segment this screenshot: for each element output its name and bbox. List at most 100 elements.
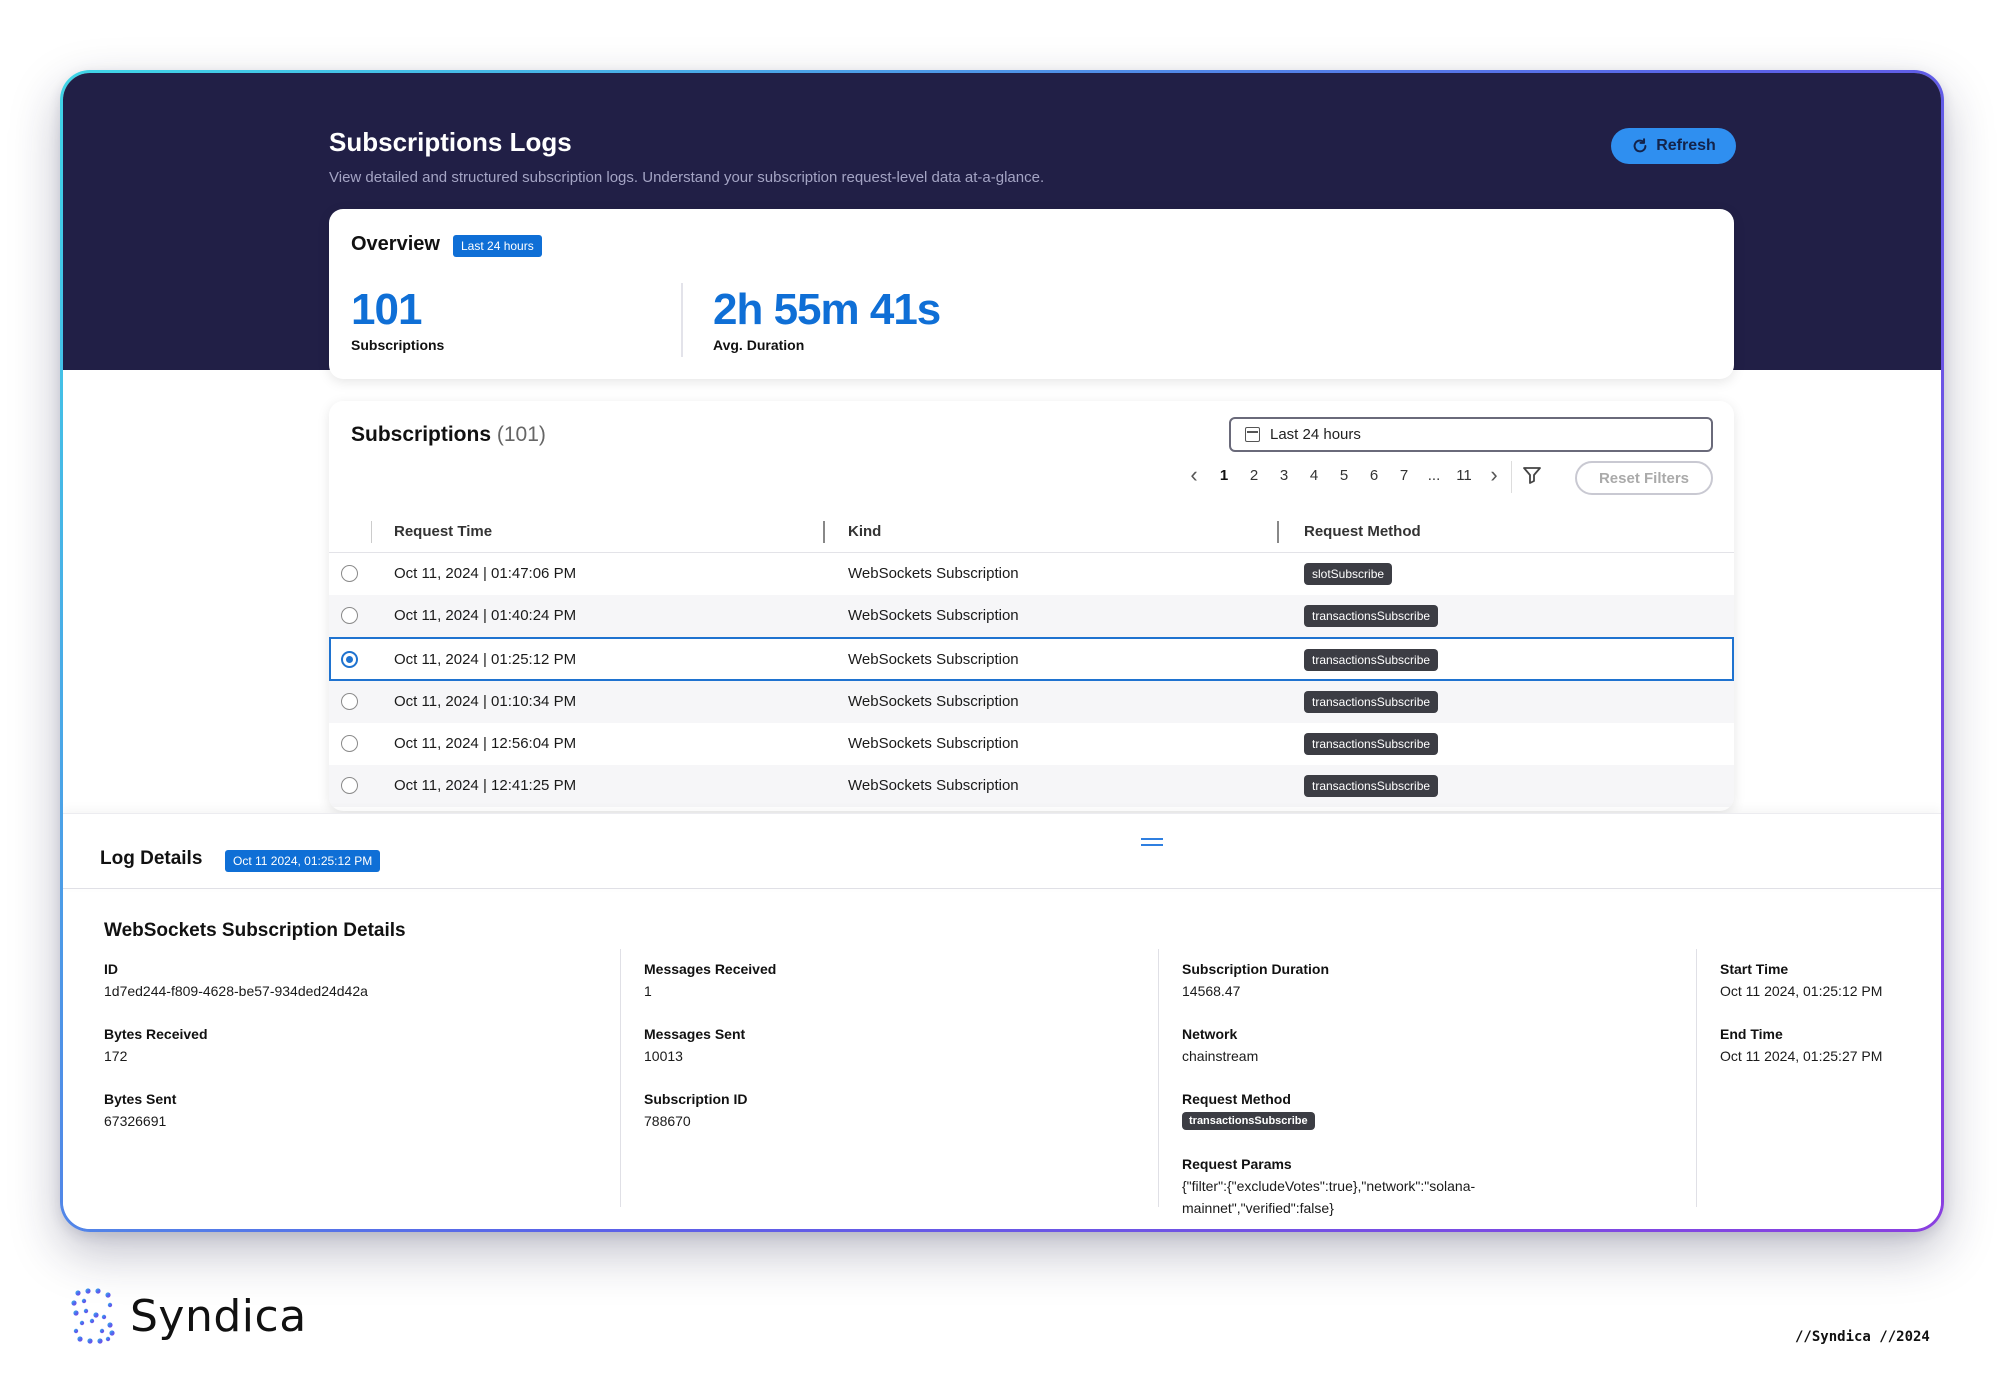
range-badge: Last 24 hours: [453, 235, 542, 257]
subscriptions-metric-value: 101: [351, 285, 422, 334]
chevron-right-icon[interactable]: ›: [1490, 462, 1498, 487]
page-11[interactable]: 11: [1456, 466, 1472, 484]
row-request-time: Oct 11, 2024 | 01:47:06 PM: [394, 565, 577, 582]
network-value: chainstream: [1182, 1048, 1259, 1064]
table-row[interactable]: Oct 11, 2024 | 01:40:24 PM WebSockets Su…: [329, 595, 1734, 637]
messages-received-label: Messages Received: [644, 961, 777, 977]
row-request-time: Oct 11, 2024 | 01:10:34 PM: [394, 693, 577, 710]
row-kind: WebSockets Subscription: [848, 565, 1019, 582]
reset-filters-button[interactable]: Reset Filters: [1575, 461, 1713, 495]
page-4[interactable]: 4: [1309, 466, 1319, 484]
refresh-icon: [1633, 138, 1647, 153]
row-radio[interactable]: [341, 693, 358, 710]
log-details-header: Log Details Oct 11 2024, 01:25:12 PM: [63, 813, 1941, 889]
page-3[interactable]: 3: [1279, 466, 1289, 484]
row-radio[interactable]: [341, 777, 358, 794]
pagination: ‹ 1 2 3 4 5 6 7 ... 11 ›: [1179, 461, 1509, 489]
table-row[interactable]: Oct 11, 2024 | 01:47:06 PM WebSockets Su…: [329, 553, 1734, 595]
syndica-logo: Syndica: [70, 1287, 307, 1345]
filter-icon[interactable]: [1521, 464, 1543, 486]
logo-text: Syndica: [130, 1290, 307, 1342]
row-request-time: Oct 11, 2024 | 01:40:24 PM: [394, 607, 577, 624]
request-params-line-1: {"filter":{"excludeVotes":true},"network…: [1182, 1178, 1476, 1194]
bytes-received-label: Bytes Received: [104, 1026, 208, 1042]
start-time-label: Start Time: [1720, 961, 1789, 977]
duration-metric-label: Avg. Duration: [713, 337, 805, 353]
details-column-separator: [1696, 949, 1697, 1207]
details-section-title: WebSockets Subscription Details: [104, 920, 406, 941]
page-7[interactable]: 7: [1399, 466, 1409, 484]
row-kind: WebSockets Subscription: [848, 693, 1019, 710]
page-subtitle: View detailed and structured subscriptio…: [329, 169, 1045, 186]
drag-handle-icon[interactable]: [1141, 838, 1163, 850]
messages-sent-label: Messages Sent: [644, 1026, 746, 1042]
row-method-badge: transactionsSubscribe: [1304, 733, 1439, 755]
request-params-line-2: mainnet","verified":false}: [1182, 1200, 1334, 1216]
row-request-time: Oct 11, 2024 | 12:41:25 PM: [394, 777, 577, 794]
row-kind: WebSockets Subscription: [848, 607, 1019, 624]
row-request-time: Oct 11, 2024 | 12:56:04 PM: [394, 735, 577, 752]
overview-card: Overview Last 24 hours 101 Subscriptions…: [329, 209, 1734, 379]
details-column-separator: [1158, 949, 1159, 1207]
row-radio[interactable]: [341, 565, 358, 582]
subscription-duration-value: 14568.47: [1182, 983, 1241, 999]
column-kind[interactable]: Kind: [848, 523, 882, 540]
row-kind: WebSockets Subscription: [848, 777, 1019, 794]
row-method-badge: transactionsSubscribe: [1304, 775, 1439, 797]
row-method-badge: transactionsSubscribe: [1304, 649, 1439, 671]
network-label: Network: [1182, 1026, 1238, 1042]
row-radio[interactable]: [341, 607, 358, 624]
table-row[interactable]: Oct 11, 2024 | 12:56:04 PM WebSockets Su…: [329, 723, 1734, 765]
column-request-time[interactable]: Request Time: [394, 523, 493, 540]
request-params-label: Request Params: [1182, 1156, 1292, 1172]
overview-title: Overview: [351, 233, 440, 255]
page-5[interactable]: 5: [1339, 466, 1349, 484]
refresh-button[interactable]: Refresh: [1611, 128, 1736, 164]
bytes-sent-label: Bytes Sent: [104, 1091, 177, 1107]
table-row-selected[interactable]: Oct 11, 2024 | 01:25:12 PM WebSockets Su…: [329, 637, 1734, 681]
date-range-select[interactable]: Last 24 hours: [1229, 417, 1713, 452]
row-request-time: Oct 11, 2024 | 01:25:12 PM: [394, 651, 577, 668]
row-method-badge: slotSubscribe: [1304, 563, 1393, 585]
column-separator[interactable]: [1277, 521, 1279, 543]
subscriptions-title-text: Subscriptions: [351, 423, 492, 446]
page-2[interactable]: 2: [1249, 466, 1259, 484]
end-time-value: Oct 11 2024, 01:25:27 PM: [1720, 1048, 1883, 1064]
messages-received-value: 1: [644, 983, 652, 999]
column-separator: [371, 521, 372, 543]
log-details-title: Log Details: [100, 848, 203, 869]
column-separator[interactable]: [823, 521, 825, 543]
column-request-method[interactable]: Request Method: [1304, 523, 1421, 540]
request-method-badge: transactionsSubscribe: [1182, 1112, 1315, 1130]
start-time-value: Oct 11 2024, 01:25:12 PM: [1720, 983, 1883, 999]
details-column-separator: [620, 949, 621, 1207]
subscriptions-title: Subscriptions (101): [351, 423, 546, 447]
row-radio-selected[interactable]: [341, 651, 358, 668]
request-method-label: Request Method: [1182, 1091, 1291, 1107]
table-header: Request Time Kind Request Method: [329, 513, 1734, 553]
pager-divider: [1511, 461, 1512, 493]
log-details-panel: Log Details Oct 11 2024, 01:25:12 PM Web…: [63, 813, 1941, 1229]
chevron-left-icon[interactable]: ‹: [1190, 462, 1198, 487]
date-range-value: Last 24 hours: [1270, 426, 1361, 443]
subscriptions-card: Subscriptions (101) Last 24 hours ‹ 1 2 …: [329, 401, 1734, 811]
row-method-badge: transactionsSubscribe: [1304, 605, 1439, 627]
messages-sent-value: 10013: [644, 1048, 683, 1064]
id-value: 1d7ed244-f809-4628-be57-934ded24d42a: [104, 983, 368, 999]
refresh-label: Refresh: [1656, 137, 1716, 154]
row-kind: WebSockets Subscription: [848, 735, 1019, 752]
page-1[interactable]: 1: [1219, 466, 1229, 484]
subscriptions-metric-label: Subscriptions: [351, 337, 445, 353]
table-row[interactable]: Oct 11, 2024 | 01:10:34 PM WebSockets Su…: [329, 681, 1734, 723]
page-6[interactable]: 6: [1369, 466, 1379, 484]
log-details-timestamp-badge: Oct 11 2024, 01:25:12 PM: [225, 850, 381, 872]
row-radio[interactable]: [341, 735, 358, 752]
metric-divider: [681, 283, 683, 357]
table-row[interactable]: Oct 11, 2024 | 12:41:25 PM WebSockets Su…: [329, 765, 1734, 807]
subscription-id-value: 788670: [644, 1113, 691, 1129]
footer-tag: //Syndica //2024: [1795, 1329, 1930, 1345]
id-label: ID: [104, 961, 118, 977]
page-ellipsis: ...: [1427, 466, 1441, 484]
syndica-logo-icon: [71, 1288, 115, 1344]
bytes-received-value: 172: [104, 1048, 128, 1064]
